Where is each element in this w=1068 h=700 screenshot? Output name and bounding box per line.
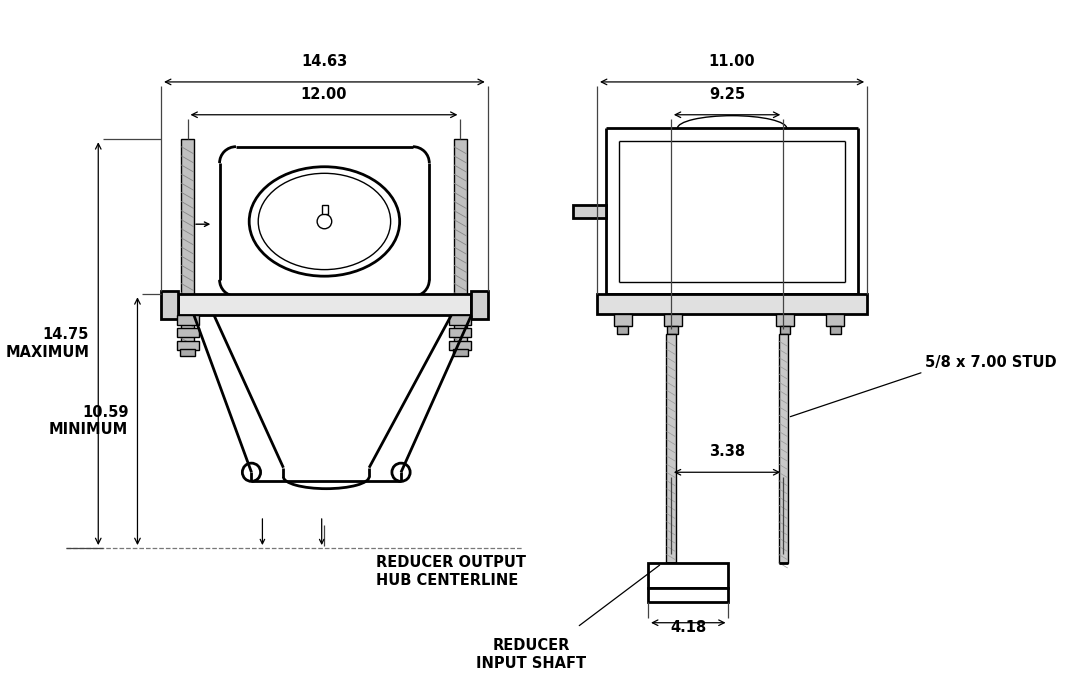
Text: 10.59
MINIMUM: 10.59 MINIMUM <box>49 405 128 438</box>
Bar <box>826 314 844 326</box>
Bar <box>574 205 607 218</box>
Bar <box>663 314 682 326</box>
Bar <box>176 328 199 337</box>
Bar <box>176 316 199 325</box>
Bar <box>668 326 678 334</box>
Bar <box>617 326 628 334</box>
Text: 11.00: 11.00 <box>709 54 755 69</box>
Text: REDUCER
INPUT SHAFT: REDUCER INPUT SHAFT <box>476 638 586 671</box>
Text: 4.18: 4.18 <box>671 620 706 636</box>
Bar <box>321 205 328 214</box>
Bar <box>177 295 471 316</box>
Bar <box>471 290 488 319</box>
Bar <box>779 334 788 564</box>
Text: REDUCER OUTPUT
HUB CENTERLINE: REDUCER OUTPUT HUB CENTERLINE <box>376 555 527 587</box>
Bar <box>613 314 632 326</box>
Bar <box>180 349 195 356</box>
Circle shape <box>317 214 332 229</box>
Text: 5/8 x 7.00 STUD: 5/8 x 7.00 STUD <box>925 356 1057 370</box>
Text: 14.63: 14.63 <box>301 54 347 69</box>
Bar <box>648 588 728 602</box>
Bar <box>775 314 795 326</box>
Circle shape <box>392 463 410 482</box>
Bar <box>597 295 867 314</box>
Text: 3.38: 3.38 <box>709 444 745 459</box>
Bar <box>454 139 467 349</box>
Bar <box>780 326 790 334</box>
Bar <box>161 290 177 319</box>
Text: 9.25: 9.25 <box>709 87 745 102</box>
Bar <box>648 564 728 588</box>
Bar <box>176 341 199 350</box>
Bar <box>830 326 841 334</box>
Bar <box>450 328 471 337</box>
Bar <box>182 139 194 349</box>
Bar <box>666 334 676 564</box>
Bar <box>450 341 471 350</box>
Bar <box>453 349 468 356</box>
Bar <box>450 316 471 325</box>
Text: 14.75
MAXIMUM: 14.75 MAXIMUM <box>5 328 89 360</box>
Circle shape <box>242 463 261 482</box>
Text: 12.00: 12.00 <box>301 87 347 102</box>
